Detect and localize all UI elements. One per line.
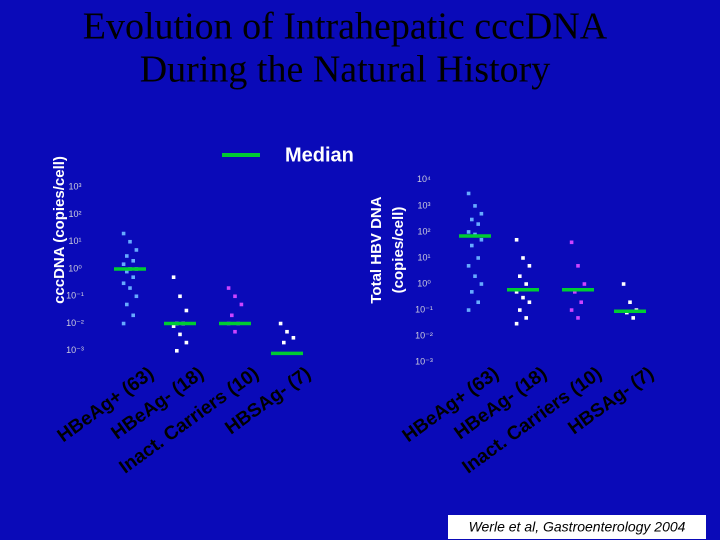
- data-point: [521, 295, 525, 300]
- data-point: [466, 191, 471, 196]
- data-point: [621, 282, 626, 286]
- y-axis-label: cccDNA (copies/cell): [51, 156, 68, 304]
- data-point: [134, 248, 139, 252]
- data-point: [628, 300, 632, 305]
- data-point: [230, 313, 234, 318]
- data-point: [576, 316, 580, 320]
- data-point: [573, 290, 577, 294]
- data-point: [518, 274, 522, 278]
- data-point: [518, 308, 522, 312]
- y-tick-label: 10⁰: [417, 278, 431, 288]
- data-point: [121, 281, 126, 286]
- data-point: [128, 286, 132, 290]
- data-point: [226, 286, 231, 290]
- data-point: [470, 290, 474, 294]
- data-point: [278, 321, 283, 326]
- data-point: [178, 332, 182, 337]
- data-point: [569, 308, 574, 312]
- title-line: Evolution of Intrahepatic cccDNA: [83, 6, 608, 48]
- data-point: [171, 324, 176, 328]
- data-point: [514, 290, 519, 294]
- data-point: [476, 222, 480, 226]
- data-point: [233, 294, 237, 299]
- data-point: [121, 231, 126, 236]
- y-tick-label: 10⁻¹: [415, 304, 433, 314]
- y-tick-label: 10²: [68, 209, 81, 219]
- y-axis-label: Total HBV DNA: [368, 196, 385, 303]
- y-tick-label: 10¹: [68, 236, 81, 246]
- y-tick-label: 10⁻²: [415, 330, 433, 340]
- data-point: [579, 300, 583, 305]
- y-tick-label: 10¹: [417, 252, 430, 262]
- data-point: [184, 340, 189, 345]
- data-point: [473, 204, 477, 208]
- data-point: [125, 254, 129, 258]
- data-point: [131, 258, 135, 263]
- y-tick-label: 10³: [417, 200, 430, 210]
- source-box: [448, 515, 706, 539]
- data-point: [521, 256, 525, 260]
- data-point: [128, 239, 132, 244]
- data-point: [631, 316, 635, 320]
- data-point: [233, 329, 237, 334]
- data-point: [514, 321, 519, 326]
- data-point: [131, 275, 135, 280]
- data-point: [470, 243, 474, 248]
- data-point: [576, 264, 580, 268]
- data-point: [125, 269, 129, 274]
- y-tick-label: 10⁻²: [66, 318, 84, 328]
- data-point: [479, 282, 484, 286]
- data-point: [476, 256, 480, 260]
- y-tick-label: 10³: [68, 182, 81, 192]
- data-point: [479, 237, 484, 242]
- y-tick-label: 10⁰: [68, 263, 82, 273]
- data-point: [171, 275, 176, 280]
- legend-label: Median: [285, 144, 354, 166]
- data-point: [134, 294, 139, 299]
- data-point: [569, 240, 574, 245]
- data-point: [125, 302, 129, 307]
- y-tick-label: 10⁻¹: [66, 291, 84, 301]
- data-point: [285, 329, 289, 334]
- data-point: [466, 230, 471, 234]
- data-point: [282, 340, 286, 345]
- data-point: [527, 264, 532, 268]
- y-tick-label: 10⁴: [417, 174, 431, 184]
- data-point: [131, 313, 135, 318]
- data-point: [514, 237, 519, 242]
- data-point: [239, 302, 244, 307]
- data-point: [466, 308, 471, 312]
- source: Werle et al, Gastroenterology 2004: [469, 519, 686, 535]
- data-point: [479, 211, 484, 216]
- data-point: [175, 348, 179, 353]
- data-point: [466, 264, 471, 268]
- data-point: [473, 274, 477, 278]
- data-point: [291, 335, 296, 340]
- data-point: [524, 316, 528, 320]
- data-point: [476, 300, 480, 305]
- y-tick-label: 10⁻³: [66, 345, 84, 355]
- data-point: [527, 300, 532, 305]
- data-point: [470, 217, 474, 222]
- data-point: [121, 321, 126, 326]
- y-tick-label: 10⁻³: [415, 357, 433, 367]
- data-point: [178, 294, 182, 299]
- data-point: [121, 262, 126, 266]
- y-axis-label: (copies/cell): [390, 207, 407, 294]
- y-tick-label: 10²: [417, 226, 430, 236]
- data-point: [184, 308, 189, 313]
- data-point: [582, 282, 587, 286]
- data-point: [524, 282, 528, 286]
- title-line: During the Natural History: [140, 49, 551, 91]
